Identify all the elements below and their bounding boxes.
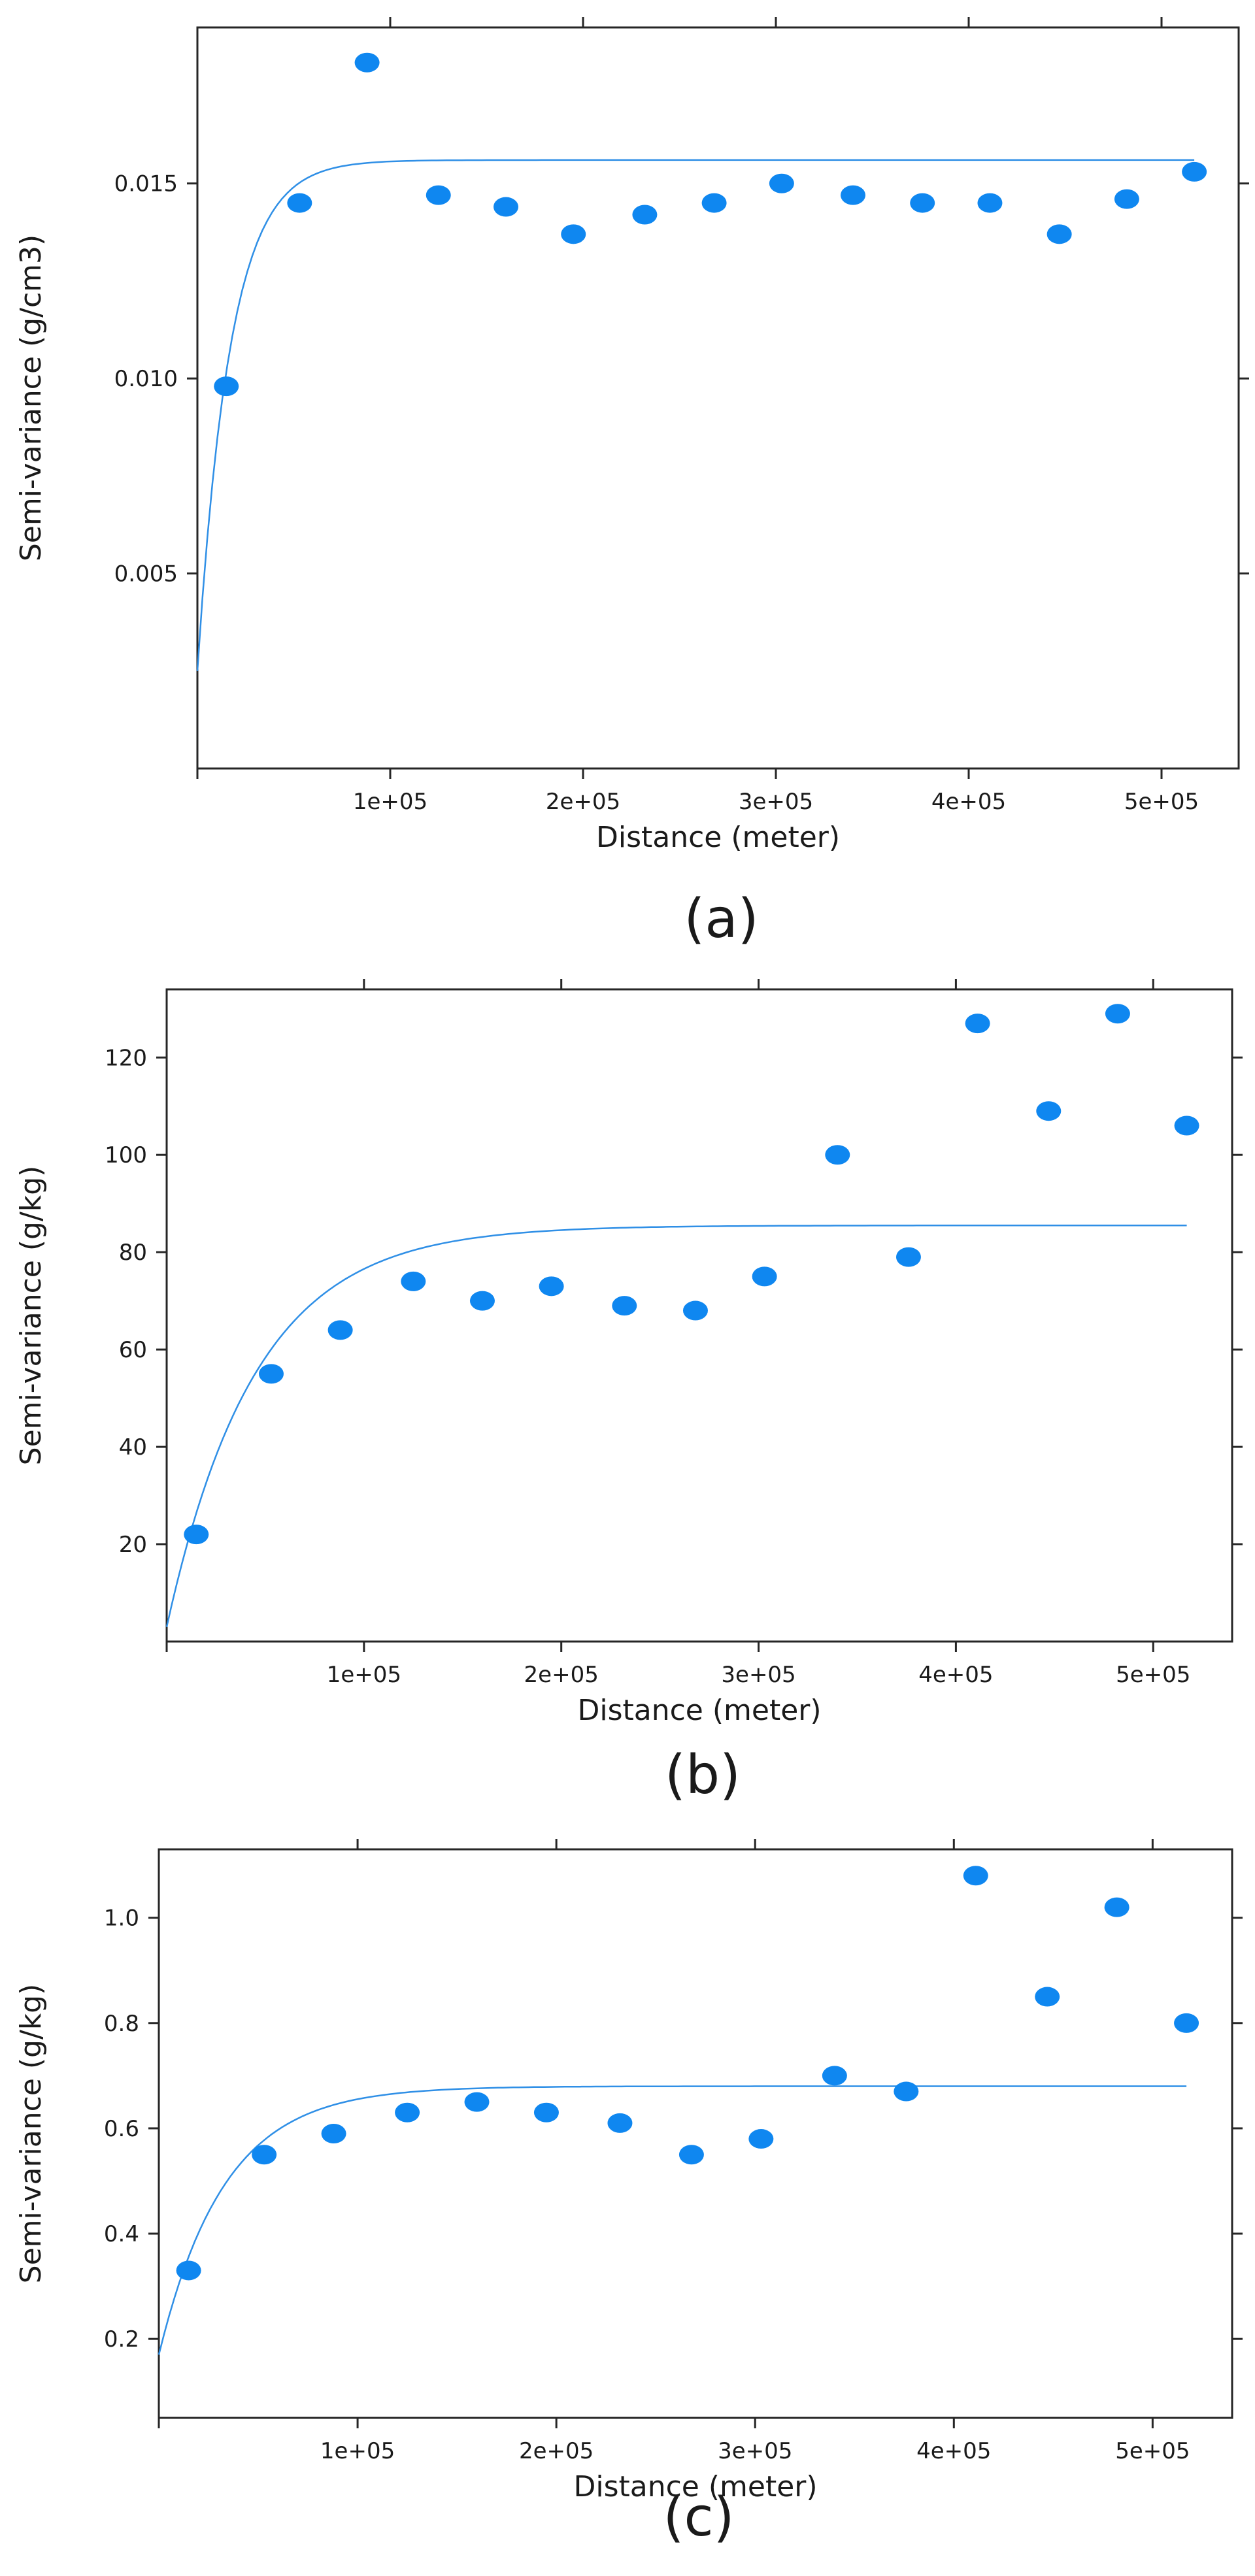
chart-2-x-tick-label: 5e+05 (1115, 2438, 1190, 2464)
chart-1-data-point-4 (469, 1291, 495, 1311)
chart-1-y-tick-label: 60 (119, 1337, 147, 1363)
chart-2-x-tick-label: 4e+05 (916, 2438, 991, 2464)
chart-1-data-point-13 (1105, 1004, 1130, 1024)
chart-0: 1e+05 2e+05 3e+05 4e+05 5e+05 0.005 0.010 0.015… (14, 17, 1249, 950)
chart-1-data-point-7 (682, 1300, 708, 1321)
chart-1-data-point-1 (258, 1364, 284, 1384)
chart-1-x-tick-label: 2e+05 (524, 1662, 599, 1688)
chart-0-data-point-0 (214, 376, 239, 397)
chart-2-x-tick-label: 2e+05 (519, 2438, 594, 2464)
chart-2-data-point-10 (894, 2081, 919, 2102)
chart-1-data-point-9 (825, 1145, 850, 1165)
chart-0-data-point-7 (701, 193, 727, 213)
chart-0-y-tick-label: 0.010 (114, 366, 178, 392)
chart-1-y-tick-label: 40 (119, 1434, 147, 1461)
chart-1-y-tick-label: 120 (105, 1045, 147, 1071)
chart-0-x-tick-label: 3e+05 (739, 789, 813, 815)
chart-0-data-point-11 (977, 193, 1003, 213)
chart-1-x-tick-label: 3e+05 (721, 1662, 795, 1688)
chart-2-data-point-0 (176, 2260, 201, 2281)
chart-2-x-tick-label: 3e+05 (718, 2438, 792, 2464)
chart-0-data-point-5 (561, 224, 586, 244)
chart-2-data-point-6 (607, 2113, 633, 2133)
chart-1-data-point-11 (965, 1014, 990, 1034)
chart-1-x-tick-label: 4e+05 (918, 1662, 993, 1688)
chart-1-fitted-model-line (165, 1224, 1187, 1627)
chart-2: 1e+05 2e+05 3e+05 4e+05 5e+05 0.2 0.4 0.6 0.8 1.0… (14, 1839, 1243, 2549)
chart-2-data-point-7 (678, 2145, 704, 2165)
chart-0-x-tick-label: 4e+05 (931, 789, 1006, 815)
chart-1-data-point-0 (184, 1525, 209, 1545)
chart-0-data-point-4 (494, 197, 518, 217)
chart-2-fitted-model-line (158, 2085, 1187, 2355)
chart-0-x-tick-label: 5e+05 (1124, 789, 1199, 815)
chart-1-y-axis-title: Semi-variance (g/kg) (14, 1166, 48, 1466)
chart-0-data-point-12 (1046, 224, 1072, 244)
chart-2-y-axis-title: Semi-variance (g/kg) (14, 1984, 48, 2284)
chart-1-data-point-2 (327, 1320, 353, 1340)
chart-1-data-point-8 (752, 1266, 777, 1287)
chart-0-data-point-2 (354, 52, 380, 73)
chart-2-data-point-11 (963, 1866, 988, 1886)
chart-1-data-point-5 (539, 1276, 564, 1296)
chart-0-data-point-8 (769, 173, 794, 193)
chart-0-data-point-1 (287, 193, 312, 213)
chart-2-data-point-13 (1104, 1897, 1130, 1917)
chart-0-x-axis-title: Distance (meter) (596, 821, 840, 854)
chart-0-data-point-6 (632, 205, 658, 225)
chart-1-y-tick-label: 80 (119, 1240, 147, 1266)
chart-2-y-tick-label: 0.6 (104, 2116, 139, 2142)
chart-1-data-point-10 (895, 1247, 921, 1267)
chart-2-panel-label: (c) (663, 2486, 734, 2549)
chart-1-y-tick-label: 20 (119, 1532, 147, 1558)
chart-0-x-tick-label: 1e+05 (353, 789, 427, 815)
chart-2-data-point-1 (252, 2145, 277, 2165)
chart-1-data-point-12 (1036, 1101, 1062, 1121)
chart-1-data-point-3 (401, 1271, 426, 1291)
chart-1-x-tick-label: 1e+05 (327, 1662, 401, 1688)
chart-1-y-tick-label: 100 (105, 1142, 147, 1168)
chart-0-data-point-13 (1114, 189, 1139, 209)
chart-0-y-tick-label: 0.005 (114, 561, 178, 587)
chart-1-plot-frame (165, 988, 1233, 1643)
chart-2-data-point-4 (464, 2092, 490, 2112)
chart-2-data-point-12 (1035, 1987, 1060, 2007)
chart-0-data-point-3 (426, 185, 451, 205)
chart-1: 1e+05 2e+05 3e+05 4e+05 5e+05 20 40 60 80 100 120 D… (14, 979, 1243, 1806)
chart-2-y-tick-label: 1.0 (104, 1906, 139, 1932)
chart-2-data-point-5 (533, 2102, 559, 2122)
chart-2-y-tick-label: 0.4 (104, 2221, 139, 2247)
chart-0-y-tick-label: 0.015 (114, 171, 178, 197)
chart-2-x-axis-title: Distance (meter) (573, 2470, 817, 2503)
chart-1-x-tick-label: 5e+05 (1116, 1662, 1190, 1688)
chart-0-fitted-model-line (196, 159, 1195, 671)
chart-0-panel-label: (a) (684, 888, 758, 950)
chart-0-y-axis-title: Semi-variance (g/cm3) (14, 235, 48, 561)
chart-2-x-tick-label: 1e+05 (320, 2438, 395, 2464)
chart-2-data-point-9 (822, 2066, 847, 2086)
chart-2-data-point-2 (321, 2124, 346, 2143)
chart-2-y-tick-label: 0.2 (104, 2326, 139, 2353)
chart-2-data-point-8 (748, 2129, 774, 2149)
chart-2-plot-frame (158, 1848, 1233, 2419)
chart-2-y-tick-label: 0.8 (104, 2011, 139, 2037)
chart-0-data-point-9 (841, 185, 865, 205)
chart-0-plot-frame (196, 26, 1240, 770)
chart-0-data-point-10 (910, 193, 935, 213)
chart-2-data-point-3 (395, 2102, 420, 2122)
chart-0-data-point-14 (1182, 161, 1207, 182)
chart-1-panel-label: (b) (665, 1744, 741, 1806)
chart-1-data-point-14 (1174, 1115, 1199, 1136)
chart-1-data-point-6 (612, 1296, 637, 1316)
chart-1-x-axis-title: Distance (meter) (577, 1694, 821, 1727)
chart-0-x-tick-label: 2e+05 (546, 789, 620, 815)
chart-2-data-point-14 (1174, 2013, 1199, 2033)
